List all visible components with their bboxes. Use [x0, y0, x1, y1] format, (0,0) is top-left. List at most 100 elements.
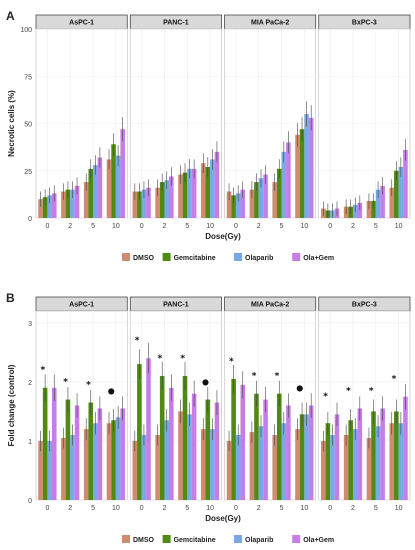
bar — [231, 378, 236, 500]
x-tick-label: 5 — [280, 223, 284, 230]
y-tick-label: 25 — [24, 169, 32, 176]
x-tick-label: 2 — [257, 505, 261, 512]
significance-marker: ● — [108, 386, 115, 395]
bar — [182, 375, 188, 500]
significance-marker: * — [346, 386, 351, 396]
legend-label: Ola+Gem — [303, 255, 334, 262]
legend-label: DMSO — [133, 537, 155, 544]
bar — [308, 405, 314, 500]
y-tick-label: 3 — [28, 321, 32, 328]
bar — [178, 174, 183, 218]
significance-marker: ● — [296, 383, 303, 392]
bar — [38, 440, 43, 500]
bar — [88, 168, 94, 218]
significance-marker: * — [86, 380, 91, 390]
y-tick-label: 75 — [24, 74, 32, 81]
bar — [281, 423, 287, 500]
x-tick-label: 5 — [280, 505, 284, 512]
legend-swatch — [162, 535, 171, 543]
bar — [240, 384, 246, 500]
bar — [272, 182, 277, 218]
bar — [97, 157, 103, 218]
x-tick-label: 10 — [395, 223, 403, 230]
bar — [226, 440, 232, 500]
x-axis-title: Dose(Gy) — [205, 232, 241, 241]
bar — [263, 174, 268, 218]
bar — [205, 399, 211, 500]
bar — [263, 399, 268, 500]
legend-label: Gemcitabine — [174, 255, 216, 262]
bar — [205, 166, 211, 218]
bar — [83, 182, 89, 218]
legend-swatch — [292, 535, 301, 543]
bar — [295, 429, 300, 500]
x-tick-label: 5 — [185, 505, 189, 512]
bar — [403, 396, 408, 500]
x-tick-label: 5 — [185, 223, 189, 230]
bar — [226, 191, 232, 218]
x-tick-label: 2 — [68, 223, 72, 230]
facet-title: AsPC-1 — [69, 302, 94, 309]
bar — [42, 197, 48, 218]
bar — [51, 387, 57, 500]
x-tick-label: 10 — [300, 223, 308, 230]
x-tick-label: 5 — [91, 505, 95, 512]
x-tick-label: 2 — [351, 223, 355, 230]
bar — [155, 435, 160, 500]
bar — [159, 375, 165, 500]
bar — [254, 182, 259, 218]
legend-swatch — [122, 535, 130, 543]
bar — [93, 423, 98, 500]
bar — [111, 144, 116, 218]
legend-label: Ola+Gem — [303, 537, 334, 544]
bar — [141, 189, 147, 218]
x-tick-label: 0 — [140, 505, 144, 512]
x-tick-label: 5 — [374, 223, 378, 230]
bar — [357, 202, 363, 218]
bar — [61, 437, 66, 500]
bar — [47, 195, 52, 218]
legend-swatch — [162, 253, 171, 261]
bar — [258, 426, 264, 500]
bar — [93, 165, 98, 218]
bar — [371, 200, 376, 218]
significance-marker: * — [392, 375, 397, 385]
bar — [210, 159, 215, 218]
bar — [299, 129, 305, 218]
significance-marker: * — [252, 372, 257, 382]
bar — [343, 435, 349, 500]
y-axis-title: Fold change (control) — [7, 364, 16, 446]
bar — [357, 408, 363, 500]
bar — [299, 414, 305, 500]
bar — [403, 149, 408, 218]
x-tick-label: 10 — [395, 505, 403, 512]
legend-label: Olaparib — [245, 255, 273, 262]
facet-title: MIA PaCa-2 — [251, 302, 289, 309]
x-axis-title: Dose(Gy) — [205, 514, 241, 523]
bar — [276, 393, 282, 500]
bar — [210, 429, 215, 500]
bar — [115, 417, 121, 500]
legend-label: DMSO — [133, 255, 155, 262]
bar — [286, 405, 291, 500]
bar — [169, 176, 174, 218]
bar — [389, 187, 395, 218]
x-tick-label: 2 — [163, 223, 167, 230]
bar — [65, 399, 71, 500]
bar — [200, 429, 206, 500]
facet-title: PANC-1 — [163, 302, 189, 309]
significance-marker: * — [135, 336, 140, 346]
facet-title: AsPC-1 — [69, 20, 94, 27]
x-tick-label: 5 — [91, 223, 95, 230]
y-axis-title: Necrotic cells (%) — [7, 90, 16, 157]
bar — [254, 393, 259, 500]
legend-label: Olaparib — [245, 537, 273, 544]
legend-swatch — [234, 535, 242, 543]
bar — [394, 411, 399, 500]
bar — [74, 405, 80, 500]
bar — [159, 182, 165, 218]
bar — [366, 437, 372, 500]
bar — [308, 117, 314, 218]
